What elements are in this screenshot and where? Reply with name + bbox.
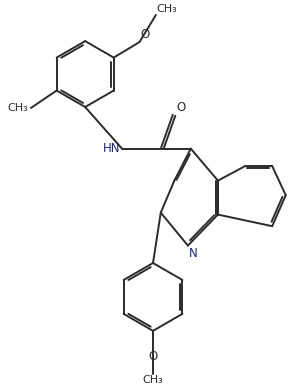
Text: CH₃: CH₃ bbox=[8, 103, 29, 113]
Text: O: O bbox=[140, 28, 150, 41]
Text: N: N bbox=[189, 247, 198, 260]
Text: O: O bbox=[148, 350, 158, 363]
Text: O: O bbox=[176, 101, 185, 114]
Text: HN: HN bbox=[103, 142, 120, 155]
Text: CH₃: CH₃ bbox=[143, 375, 163, 385]
Text: CH₃: CH₃ bbox=[156, 4, 177, 14]
